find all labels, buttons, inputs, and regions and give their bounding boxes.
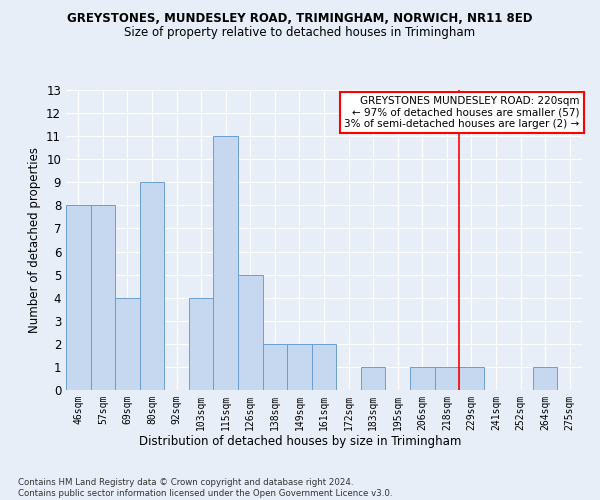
Text: Size of property relative to detached houses in Trimingham: Size of property relative to detached ho… <box>124 26 476 39</box>
Bar <box>66 206 91 390</box>
Bar <box>434 367 459 390</box>
Bar <box>91 206 115 390</box>
Bar <box>361 367 385 390</box>
Text: GREYSTONES, MUNDESLEY ROAD, TRIMINGHAM, NORWICH, NR11 8ED: GREYSTONES, MUNDESLEY ROAD, TRIMINGHAM, … <box>67 12 533 26</box>
Bar <box>263 344 287 390</box>
Bar <box>140 182 164 390</box>
Bar <box>214 136 238 390</box>
Text: Contains HM Land Registry data © Crown copyright and database right 2024.
Contai: Contains HM Land Registry data © Crown c… <box>18 478 392 498</box>
Y-axis label: Number of detached properties: Number of detached properties <box>28 147 41 333</box>
Bar <box>287 344 312 390</box>
Bar <box>533 367 557 390</box>
Bar <box>459 367 484 390</box>
Bar <box>189 298 214 390</box>
Text: Distribution of detached houses by size in Trimingham: Distribution of detached houses by size … <box>139 435 461 448</box>
Bar <box>410 367 434 390</box>
Bar <box>312 344 336 390</box>
Text: GREYSTONES MUNDESLEY ROAD: 220sqm
← 97% of detached houses are smaller (57)
3% o: GREYSTONES MUNDESLEY ROAD: 220sqm ← 97% … <box>344 96 580 129</box>
Bar <box>238 274 263 390</box>
Bar <box>115 298 140 390</box>
